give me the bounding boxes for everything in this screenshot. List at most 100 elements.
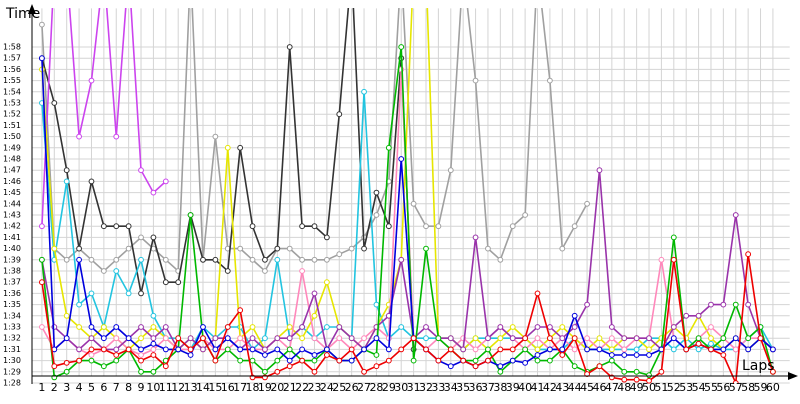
lap-point — [63, 359, 70, 366]
lap-point — [299, 357, 306, 364]
lap-point — [274, 368, 281, 375]
lap-point — [373, 363, 380, 370]
lap-point — [286, 363, 293, 370]
lap-point — [757, 335, 764, 342]
lap-point — [447, 346, 454, 353]
lap-point — [720, 352, 727, 358]
lap-point — [150, 340, 157, 347]
lap-point — [336, 111, 343, 118]
lap-point — [88, 357, 95, 364]
lap-point — [447, 363, 454, 370]
lap-point — [249, 256, 256, 263]
lap-point — [138, 167, 144, 174]
lap-point — [100, 223, 107, 230]
lap-point — [547, 357, 553, 364]
lap-point — [286, 357, 293, 364]
x-tick-label: 52 — [667, 381, 681, 394]
lap-point — [361, 335, 367, 342]
lap-point — [509, 324, 516, 330]
lap-point — [447, 167, 454, 174]
lap-point — [497, 346, 504, 353]
lap-point — [113, 268, 120, 274]
lap-point — [708, 340, 714, 347]
x-tick-label: 48 — [617, 381, 631, 394]
x-tick-label: 30 — [394, 381, 408, 394]
x-tick-label: 40 — [518, 381, 532, 394]
x-tick-label: 41 — [531, 381, 545, 394]
x-tick-label: 16 — [221, 381, 235, 394]
lap-point — [323, 324, 330, 330]
lap-point — [571, 223, 578, 230]
lap-point — [695, 312, 702, 319]
lap-point — [472, 357, 479, 364]
lap-point — [249, 357, 256, 364]
lap-point — [76, 324, 82, 330]
lap-point — [39, 21, 45, 28]
y-tick-label: 1:40 — [3, 244, 21, 253]
lap-point — [745, 346, 752, 353]
y-tick-label: 1:47 — [3, 166, 21, 175]
y-tick-label: 1:39 — [3, 255, 21, 264]
lap-point — [373, 335, 380, 342]
lap-point — [262, 352, 268, 358]
lap-point — [286, 335, 293, 342]
lap-point — [63, 167, 70, 174]
y-tick-label: 1:57 — [3, 54, 21, 63]
lap-point — [732, 335, 739, 342]
lap-point — [138, 346, 144, 353]
x-tick-label: 2 — [51, 381, 58, 394]
x-tick-label: 6 — [100, 381, 107, 394]
lap-point — [373, 352, 380, 358]
lap-point — [100, 363, 107, 370]
lap-point — [385, 144, 392, 151]
lap-point — [150, 234, 157, 241]
lap-point — [608, 346, 615, 353]
lap-point — [299, 223, 306, 230]
x-axis-title: Laps — [742, 358, 775, 374]
lap-point — [584, 200, 590, 207]
x-tick-label: 1 — [38, 381, 45, 394]
lap-point — [485, 245, 491, 252]
y-tick-label: 1:53 — [3, 99, 21, 108]
lap-point — [472, 363, 479, 370]
y-tick-label: 1:31 — [3, 345, 21, 354]
lap-point — [534, 290, 541, 297]
x-tick-label: 22 — [295, 381, 309, 394]
lap-point — [138, 357, 144, 364]
lap-point — [336, 335, 343, 342]
lap-point — [100, 335, 107, 342]
lap-point — [348, 335, 355, 342]
lap-point — [646, 346, 652, 353]
lap-point — [571, 363, 578, 370]
lap-point — [138, 234, 144, 241]
x-tick-label: 57 — [729, 381, 743, 394]
lap-point — [88, 352, 95, 358]
lap-point — [88, 335, 95, 342]
x-tick-label: 17 — [233, 381, 247, 394]
y-tick-label: 1:37 — [3, 278, 21, 287]
lap-point — [162, 346, 169, 353]
lap-point — [770, 368, 776, 375]
lap-point — [262, 368, 268, 375]
x-tick-label: 18 — [246, 381, 260, 394]
x-tick-label: 32 — [419, 381, 433, 394]
lap-point — [423, 346, 429, 353]
lap-point — [423, 223, 429, 230]
lap-point — [100, 268, 107, 274]
lap-point — [187, 352, 194, 358]
lap-point — [88, 346, 95, 353]
x-tick-label: 23 — [307, 381, 321, 394]
x-tick-label: 39 — [506, 381, 520, 394]
lap-point — [125, 245, 132, 252]
lap-point — [732, 346, 739, 353]
lap-point — [138, 368, 144, 375]
lap-point — [559, 346, 566, 353]
lap-point — [299, 256, 306, 263]
x-tick-label: 3 — [63, 381, 70, 394]
lap-point — [237, 335, 244, 342]
y-tick-label: 1:41 — [3, 233, 21, 242]
lap-point — [311, 290, 318, 297]
lap-point — [361, 88, 367, 95]
lap-point — [39, 324, 45, 330]
